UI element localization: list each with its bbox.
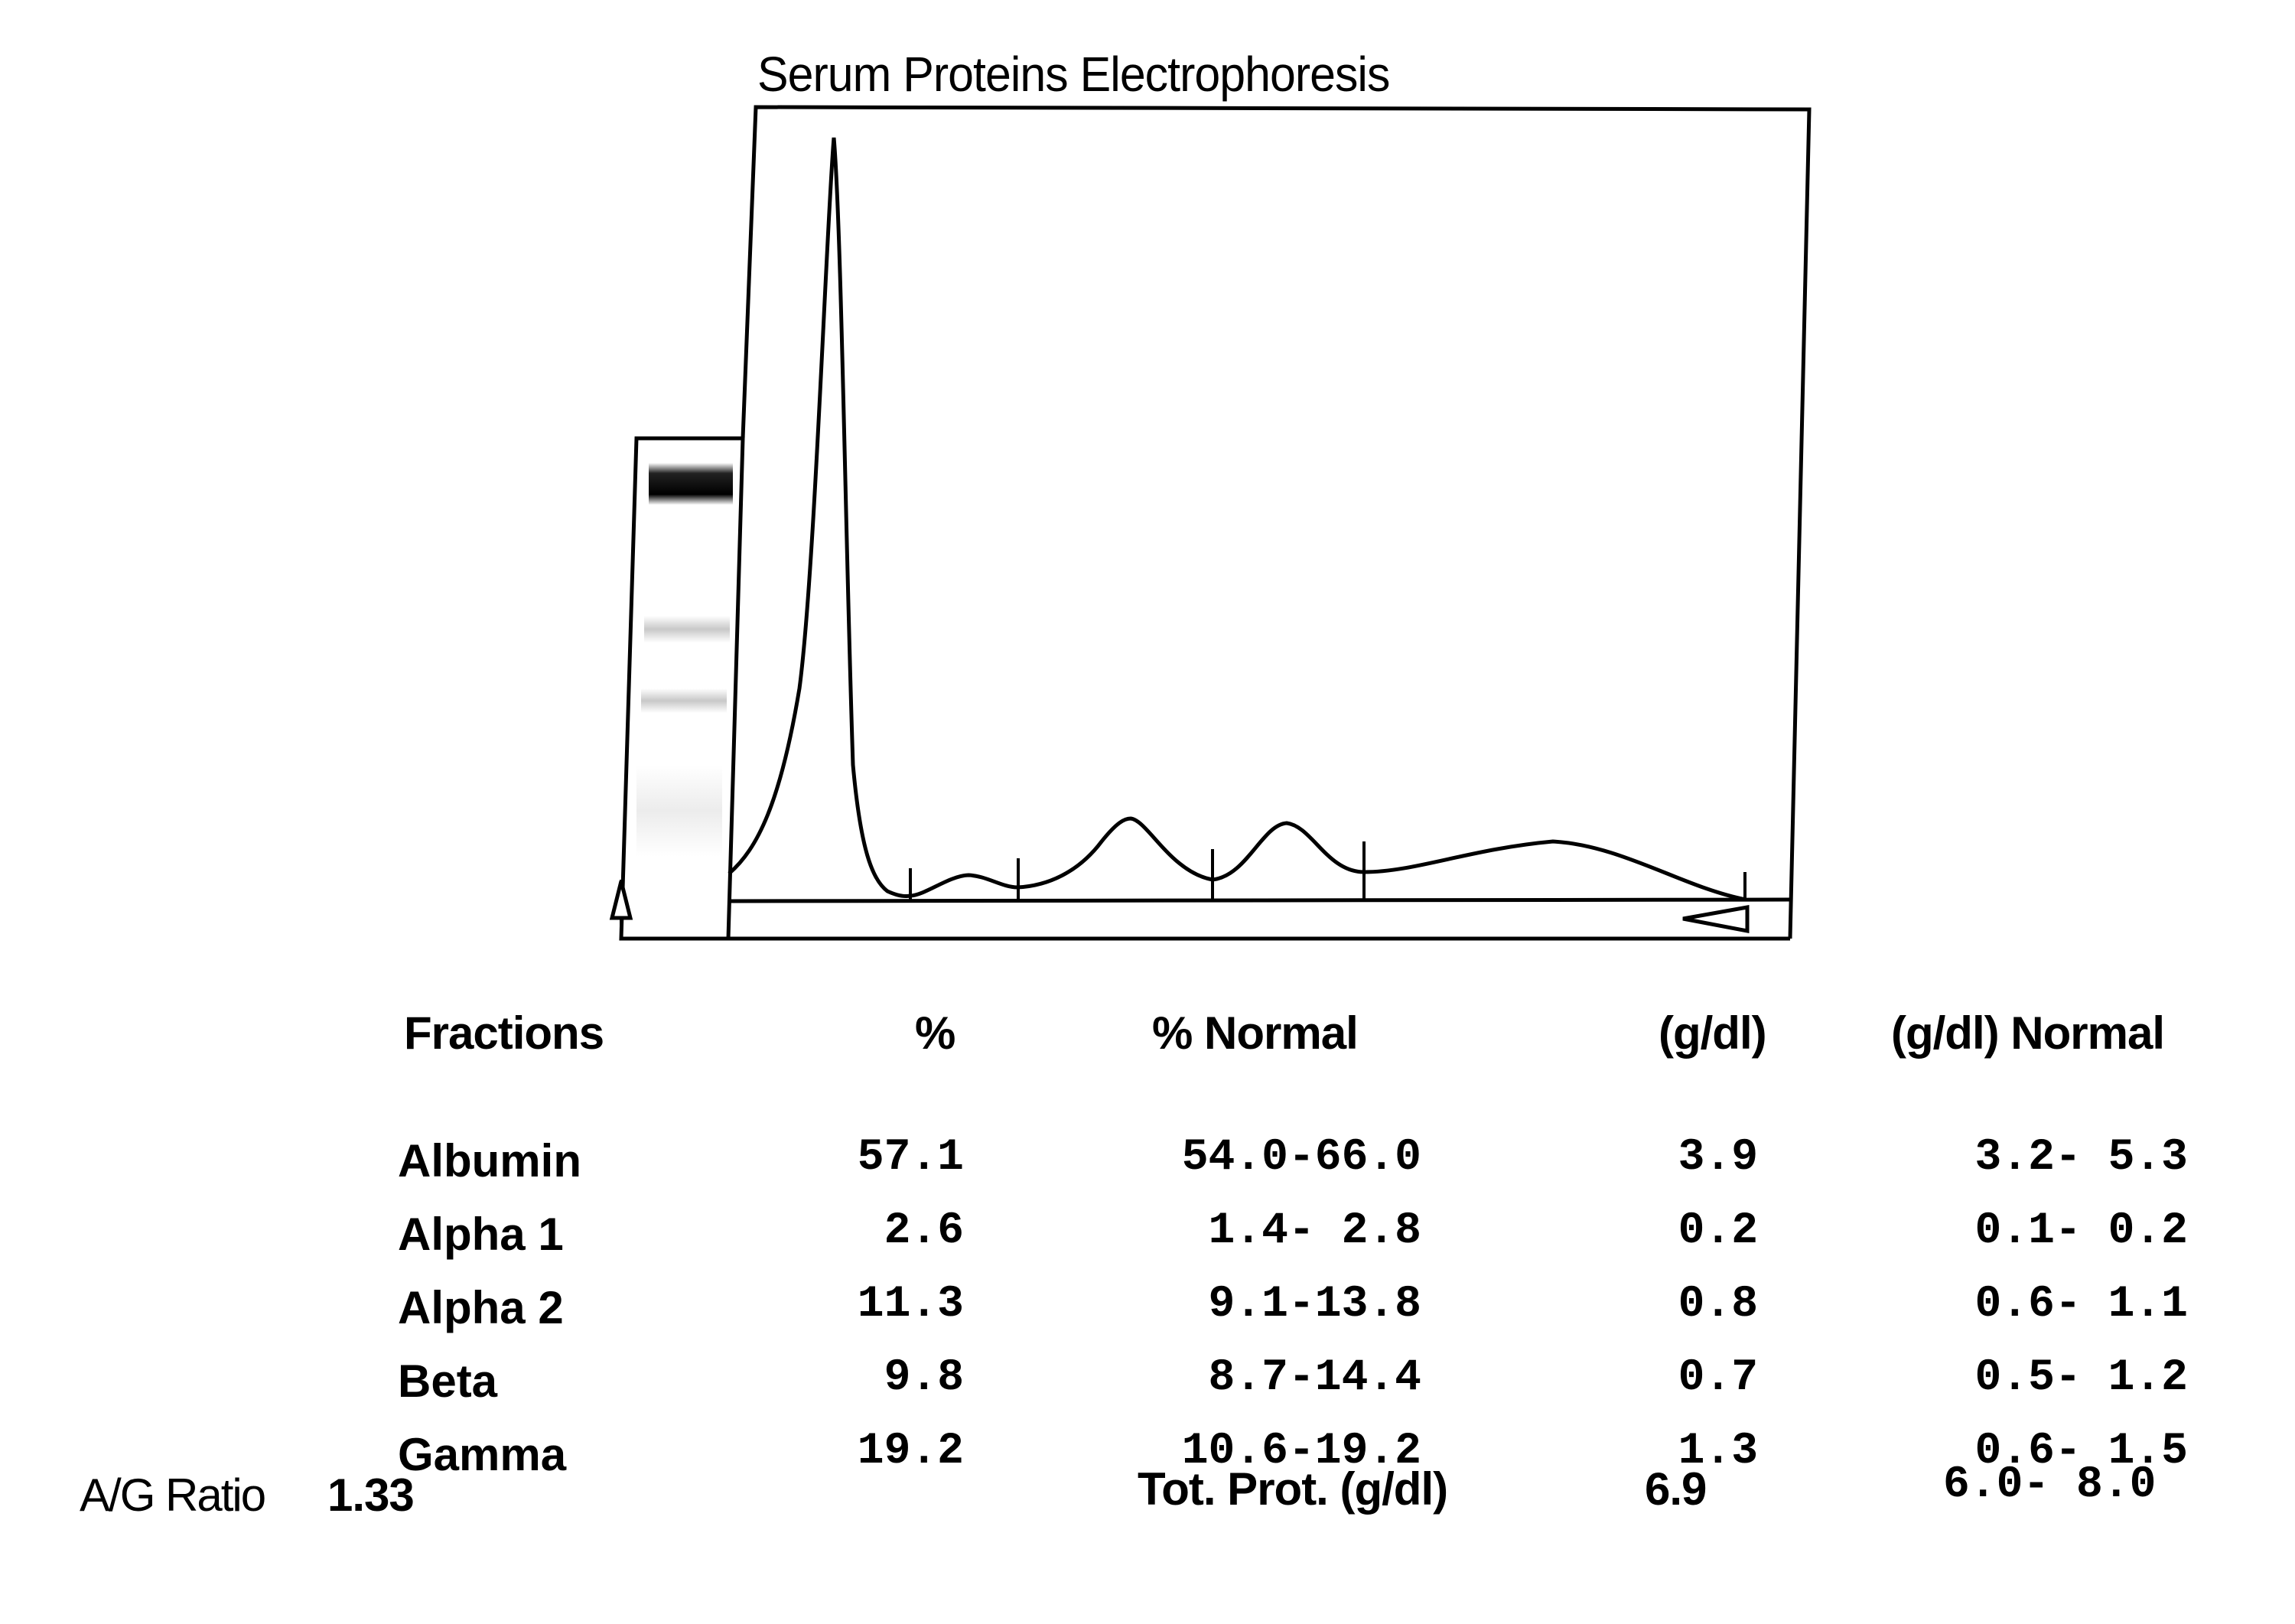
gdl-albumin: 3.9 (1678, 1133, 1758, 1183)
percent-alpha1: 2.6 (884, 1206, 964, 1256)
fraction-alpha2: Alpha 2 (398, 1282, 564, 1333)
percent-normal-alpha2: 9.1-13.8 (1208, 1280, 1421, 1329)
percent-normal-albumin: 54.0-66.0 (1181, 1133, 1421, 1183)
gdl-normal-beta: 0.5- 1.2 (1974, 1353, 2188, 1403)
albumin-band (649, 463, 733, 505)
beta-band (641, 688, 727, 713)
percent-normal-beta: 8.7-14.4 (1208, 1353, 1421, 1403)
ag-ratio-value: 1.33 (327, 1469, 415, 1521)
ag-ratio-label: A/G Ratio (80, 1469, 266, 1521)
percent-gamma: 19.2 (857, 1427, 964, 1476)
electrophoresis-chart (609, 105, 1812, 941)
gdl-beta: 0.7 (1678, 1353, 1758, 1403)
chart-frame (621, 105, 1812, 941)
gdl-normal-alpha1: 0.1- 0.2 (1974, 1206, 2188, 1256)
percent-column: 57.1 2.6 11.3 9.8 19.2 (765, 1108, 964, 1489)
densitometry-trace (728, 137, 1746, 902)
percent-normal-alpha1: 1.4- 2.8 (1208, 1206, 1421, 1256)
fraction-separators (909, 841, 1746, 900)
gel-strip (619, 436, 745, 941)
total-protein-label: Tot. Prot. (g/dl) (1138, 1463, 1448, 1515)
fraction-beta: Beta (398, 1356, 498, 1407)
gdl-alpha2: 0.8 (1678, 1280, 1758, 1329)
percent-albumin: 57.1 (857, 1133, 964, 1183)
gdl-normal-alpha2: 0.6- 1.1 (1974, 1280, 2188, 1329)
alpha2-band (644, 616, 730, 643)
total-protein-normal: 6.0- 8.0 (1943, 1460, 2157, 1510)
total-protein-value: 6.9 (1645, 1463, 1707, 1515)
percent-normal-column: 54.0-66.0 1.4- 2.8 9.1-13.8 8.7-14.4 10.… (1071, 1108, 1421, 1489)
gdl-normal-albumin: 3.2- 5.3 (1974, 1133, 2188, 1183)
fraction-alpha1: Alpha 1 (398, 1209, 564, 1260)
gdl-column: 3.9 0.2 0.8 0.7 1.3 (1606, 1108, 1758, 1489)
end-marker-icon (1682, 905, 1750, 934)
fraction-albumin: Albumin (398, 1135, 581, 1186)
header-percent: % (915, 1007, 955, 1059)
header-gdl: (g/dl) (1659, 1007, 1767, 1059)
gdl-normal-column: 3.2- 5.3 0.1- 0.2 0.6- 1.1 0.5- 1.2 0.6-… (1874, 1108, 2188, 1489)
header-percent-normal: % Normal (1152, 1007, 1359, 1059)
start-marker-icon (609, 880, 633, 939)
fraction-gamma: Gamma (398, 1429, 567, 1480)
chart-title: Serum Proteins Electrophoresis (757, 47, 1390, 102)
fraction-labels: Albumin Alpha 1 Alpha 2 Beta Gamma (398, 1111, 581, 1492)
gdl-gamma: 1.3 (1678, 1427, 1758, 1476)
percent-beta: 9.8 (884, 1353, 964, 1403)
header-gdl-normal: (g/dl) Normal (1891, 1007, 2165, 1059)
percent-alpha2: 11.3 (857, 1280, 964, 1329)
gdl-normal-gamma: 0.6- 1.5 (1974, 1427, 2188, 1476)
header-fractions: Fractions (404, 1007, 604, 1059)
gamma-band (636, 765, 722, 857)
percent-normal-gamma: 10.6-19.2 (1181, 1427, 1421, 1476)
gdl-alpha1: 0.2 (1678, 1206, 1758, 1256)
